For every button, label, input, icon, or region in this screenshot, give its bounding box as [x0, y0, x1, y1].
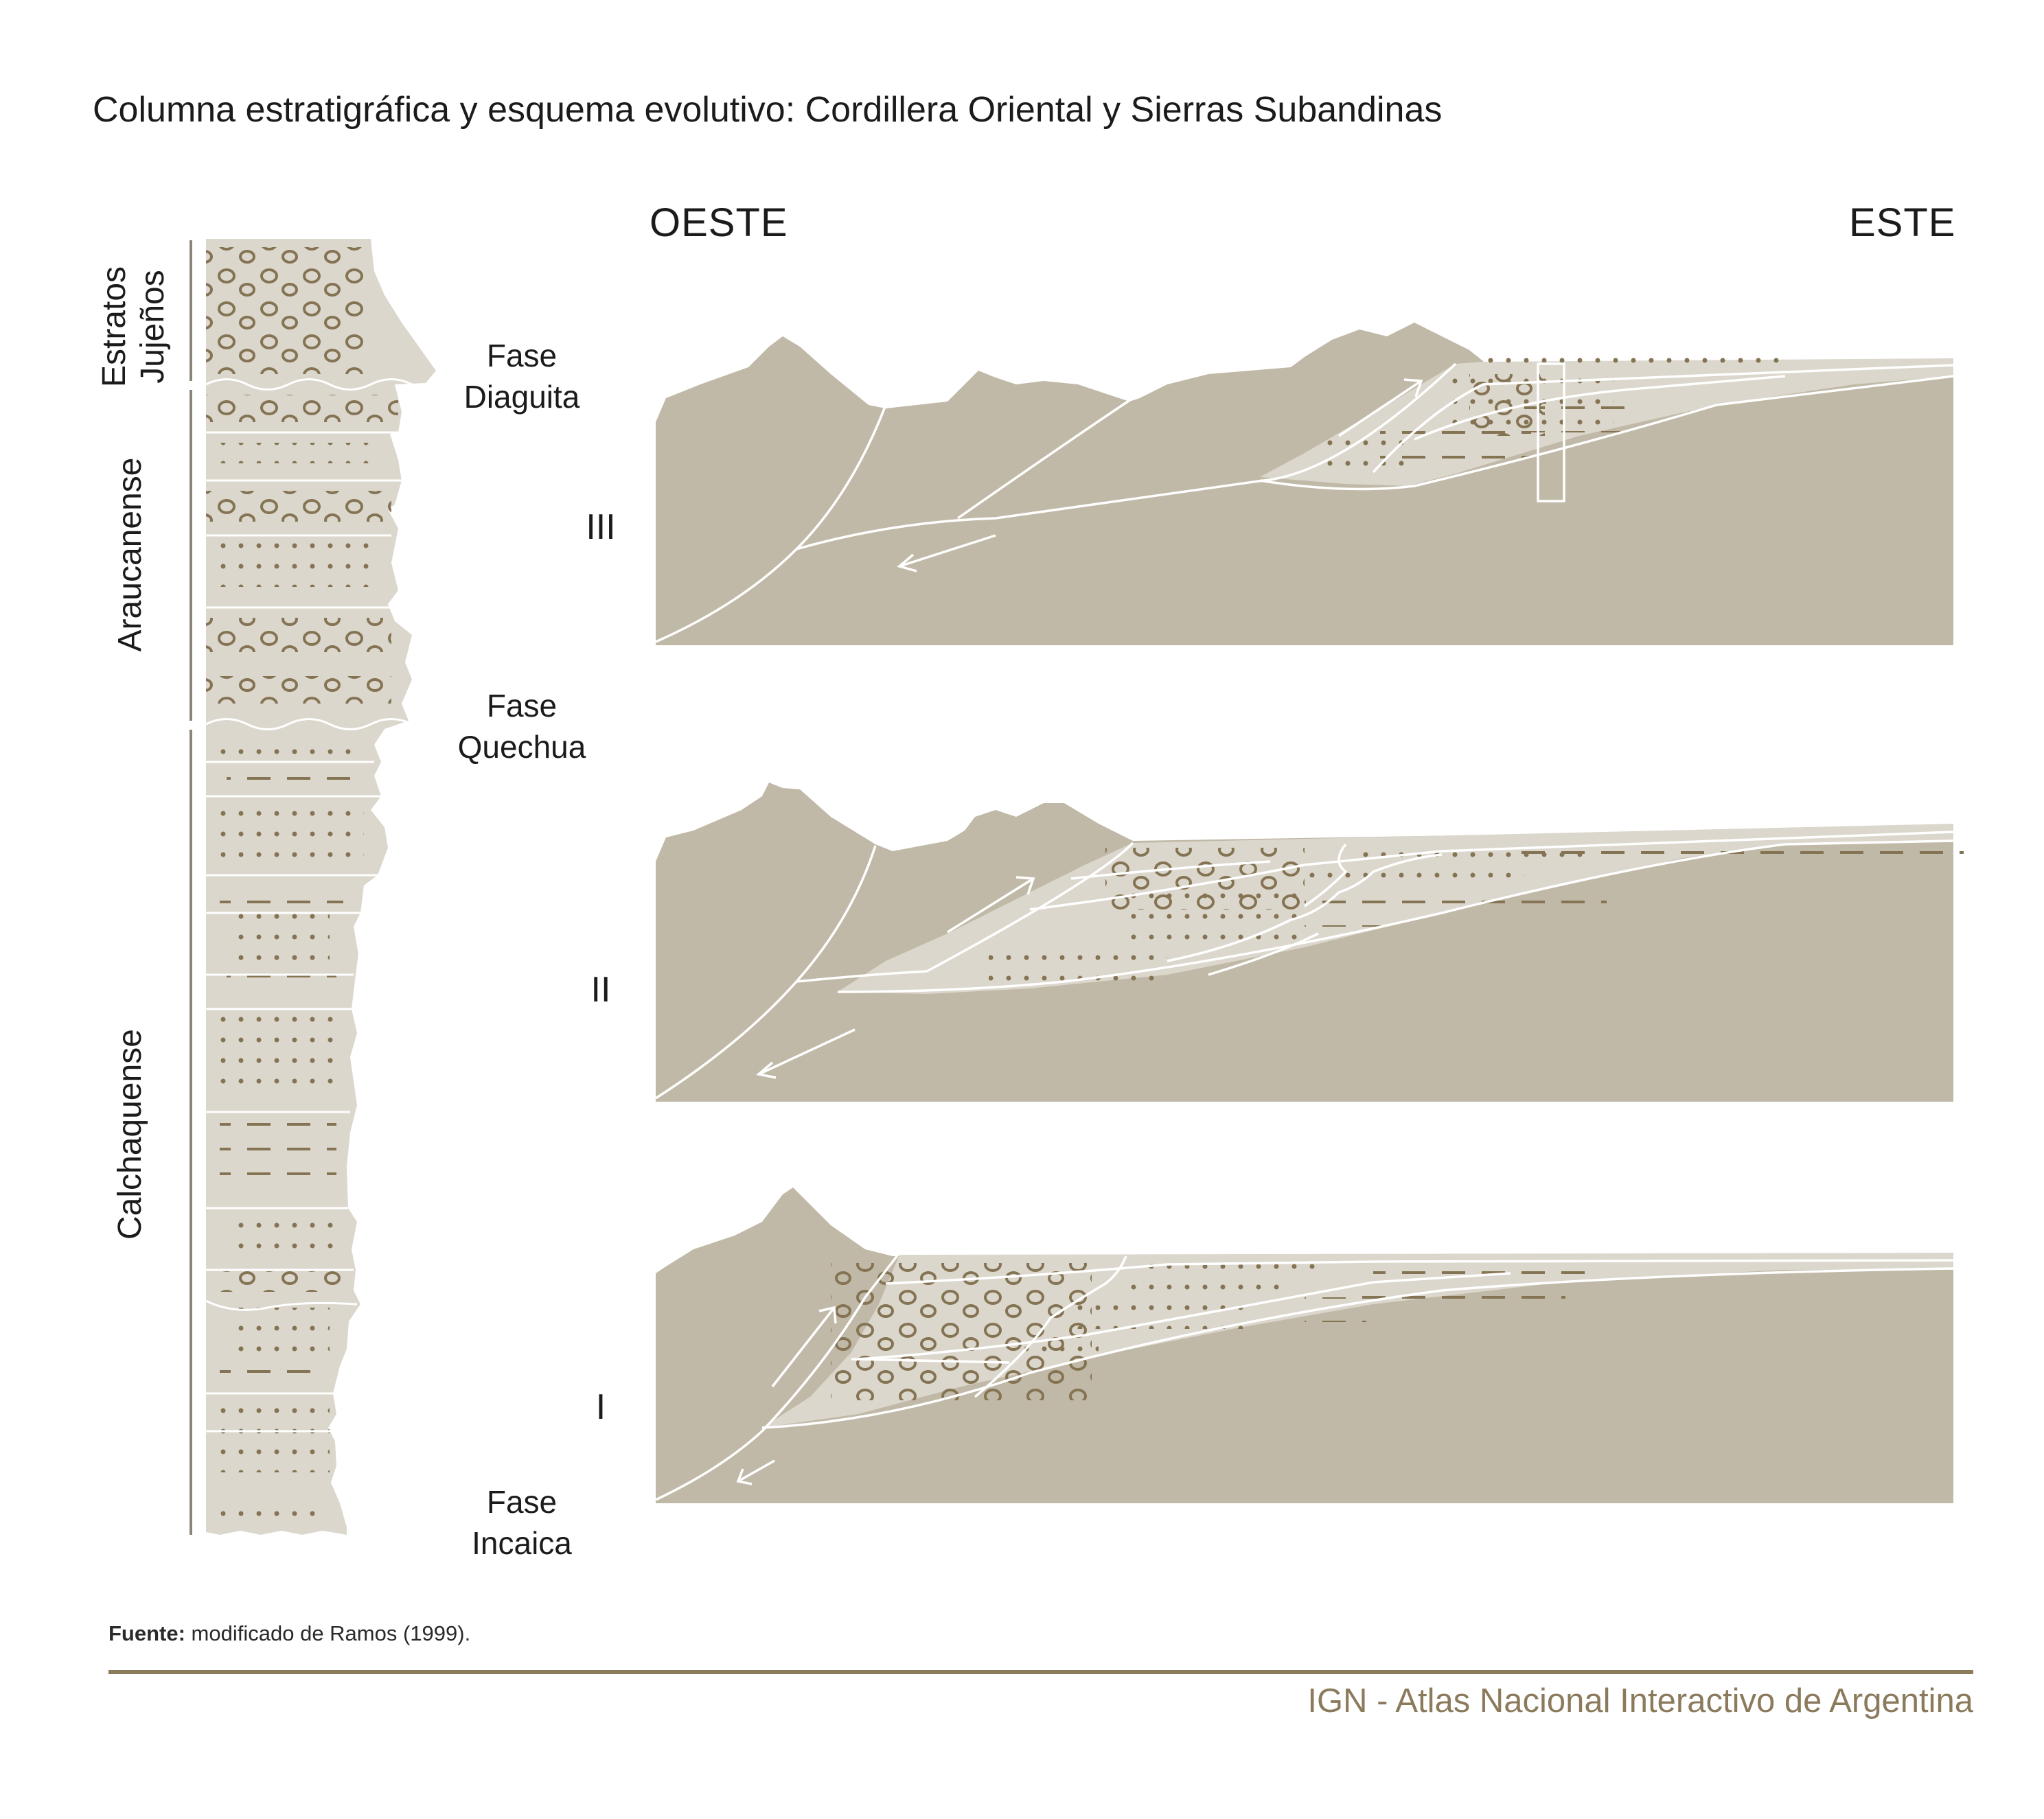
footer-rule — [108, 1670, 1973, 1674]
sandstone-2 — [220, 539, 371, 587]
stage-iii-label: III — [586, 507, 616, 547]
source-text: modificado de Ramos (1999). — [185, 1621, 471, 1645]
source-label: Fuente: — [108, 1621, 185, 1645]
panel-ii-dots-3 — [1126, 892, 1298, 940]
shale-5 — [220, 1366, 323, 1391]
conglomerate-5 — [220, 1271, 343, 1292]
panel-ii-dots-low — [989, 940, 1167, 982]
stratigraphic-column — [190, 239, 436, 1535]
label-calchaquense: Calchaquense — [112, 1029, 148, 1240]
conglomerate-1 — [206, 395, 398, 422]
sandstone-5 — [233, 906, 330, 961]
stage-ii-label: II — [590, 970, 611, 1010]
panel-i — [655, 1187, 1954, 1503]
phase-incaica-line2: Incaica — [472, 1525, 572, 1561]
panel-ii-lines — [655, 831, 1954, 1100]
conglomerate-3 — [206, 618, 391, 652]
sandstone-1 — [220, 443, 378, 463]
east-label: ESTE — [1849, 200, 1956, 245]
panel-i-arrows — [736, 1306, 837, 1485]
shale-3 — [227, 975, 336, 999]
sandstone-10 — [220, 1500, 316, 1520]
panel-iii-shale-low — [1380, 426, 1531, 467]
shale-1 — [227, 769, 357, 793]
source-note: Fuente: modificado de Ramos (1999). — [108, 1620, 470, 1647]
sandstone-7 — [233, 1208, 336, 1256]
panel-iii-arrows — [897, 378, 1423, 572]
conglomerate-2 — [206, 491, 391, 522]
phase-diaguita-line2: Diaguita — [463, 379, 580, 415]
panel-iii-lines — [655, 362, 1954, 643]
sandstone-4 — [220, 803, 364, 858]
phase-incaica-line1: Fase — [486, 1484, 558, 1520]
sandstone-8 — [227, 1308, 330, 1356]
shale-2 — [220, 882, 343, 907]
conglomerate-jujenos — [206, 247, 364, 374]
sandstone-3 — [220, 738, 357, 758]
panel-i-dots-top — [1140, 1256, 1318, 1280]
panel-i-lines — [655, 1251, 1954, 1501]
footer-credit: IGN - Atlas Nacional Interactivo de Arge… — [1307, 1682, 1973, 1719]
phase-incaica: Fase Incaica — [433, 1481, 611, 1564]
panel-ii — [655, 783, 1964, 1102]
phase-quechua-line2: Quechua — [457, 729, 586, 765]
panel-i-dots-3 — [1071, 1304, 1250, 1329]
panel-ii-arrows — [756, 876, 1035, 1079]
label-estratos-jujenos-text: Estratos Jujeños — [96, 266, 171, 388]
bed-boundaries — [205, 378, 413, 1433]
conglomerate-4 — [206, 676, 391, 704]
panel-i-conglomerate — [831, 1263, 1092, 1400]
label-araucanense: Araucanense — [112, 457, 148, 652]
diagram-title: Columna estratigráfica y esquema evoluti… — [93, 90, 1443, 130]
phase-diaguita-line1: Fase — [486, 338, 558, 373]
west-label: OESTE — [650, 200, 788, 245]
phase-diaguita: Fase Diaguita — [433, 335, 611, 417]
panel-i-shale-top — [1373, 1256, 1593, 1277]
panel-i-dots-2 — [1126, 1277, 1291, 1301]
shale-4 — [220, 1112, 336, 1186]
phase-quechua: Fase Quechua — [433, 685, 611, 767]
sandstone-9 — [220, 1397, 330, 1472]
panel-iii — [655, 323, 1954, 645]
panel-ii-shale-low — [1305, 899, 1387, 927]
stage-i-label: I — [595, 1387, 606, 1427]
sandstone-6 — [220, 1009, 343, 1091]
phase-quechua-line1: Fase — [486, 688, 558, 723]
label-estratos-jujenos: Estratos Jujeños — [95, 237, 172, 416]
